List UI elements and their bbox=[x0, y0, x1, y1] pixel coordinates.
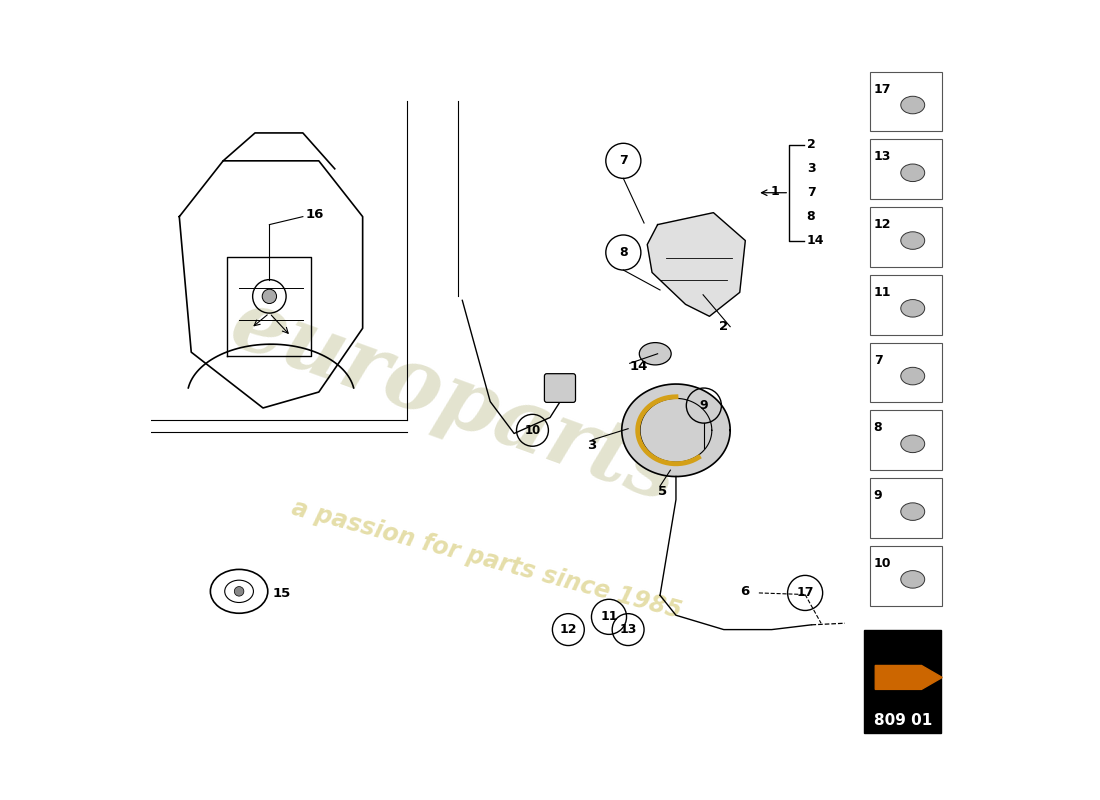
Text: 5: 5 bbox=[658, 485, 667, 498]
Ellipse shape bbox=[901, 299, 925, 317]
Text: 13: 13 bbox=[873, 150, 891, 163]
FancyBboxPatch shape bbox=[870, 275, 943, 334]
Text: 3: 3 bbox=[587, 439, 596, 452]
Text: 6: 6 bbox=[739, 585, 749, 598]
Text: 2: 2 bbox=[806, 138, 815, 151]
Text: 14: 14 bbox=[806, 234, 824, 247]
FancyBboxPatch shape bbox=[870, 478, 943, 538]
FancyBboxPatch shape bbox=[870, 410, 943, 470]
FancyBboxPatch shape bbox=[870, 71, 943, 131]
Text: 809 01: 809 01 bbox=[874, 713, 933, 728]
Text: 7: 7 bbox=[806, 186, 815, 199]
Text: 13: 13 bbox=[619, 623, 637, 636]
Ellipse shape bbox=[901, 435, 925, 453]
Text: 11: 11 bbox=[601, 610, 618, 623]
Text: 2: 2 bbox=[719, 320, 728, 333]
Text: 7: 7 bbox=[873, 354, 882, 366]
Ellipse shape bbox=[901, 232, 925, 250]
Polygon shape bbox=[621, 384, 730, 477]
Text: 8: 8 bbox=[806, 210, 815, 223]
Text: 8: 8 bbox=[619, 246, 628, 259]
FancyBboxPatch shape bbox=[870, 207, 943, 267]
Text: 15: 15 bbox=[273, 587, 290, 600]
Ellipse shape bbox=[639, 342, 671, 365]
Text: 12: 12 bbox=[873, 218, 891, 231]
Text: 14: 14 bbox=[629, 360, 648, 373]
Text: 9: 9 bbox=[700, 399, 708, 412]
Text: 17: 17 bbox=[796, 586, 814, 599]
Text: 9: 9 bbox=[873, 489, 882, 502]
Text: 10: 10 bbox=[873, 557, 891, 570]
FancyBboxPatch shape bbox=[544, 374, 575, 402]
Text: 17: 17 bbox=[873, 82, 891, 95]
Text: 3: 3 bbox=[806, 162, 815, 175]
Text: a passion for parts since 1985: a passion for parts since 1985 bbox=[288, 496, 684, 623]
Text: 16: 16 bbox=[306, 208, 324, 221]
FancyArrow shape bbox=[876, 666, 943, 690]
Text: europarts: europarts bbox=[219, 281, 690, 519]
Ellipse shape bbox=[901, 164, 925, 182]
Ellipse shape bbox=[901, 96, 925, 114]
Text: 1: 1 bbox=[771, 185, 780, 198]
Ellipse shape bbox=[901, 503, 925, 520]
FancyBboxPatch shape bbox=[870, 139, 943, 199]
Polygon shape bbox=[647, 213, 746, 316]
Text: 10: 10 bbox=[525, 424, 540, 437]
Circle shape bbox=[234, 586, 244, 596]
Text: 12: 12 bbox=[560, 623, 578, 636]
Ellipse shape bbox=[901, 367, 925, 385]
Ellipse shape bbox=[901, 570, 925, 588]
Text: 8: 8 bbox=[873, 422, 882, 434]
FancyBboxPatch shape bbox=[870, 546, 943, 606]
FancyBboxPatch shape bbox=[870, 342, 943, 402]
Text: 7: 7 bbox=[619, 154, 628, 167]
Circle shape bbox=[262, 289, 276, 303]
FancyBboxPatch shape bbox=[865, 630, 942, 734]
Text: 11: 11 bbox=[873, 286, 891, 299]
